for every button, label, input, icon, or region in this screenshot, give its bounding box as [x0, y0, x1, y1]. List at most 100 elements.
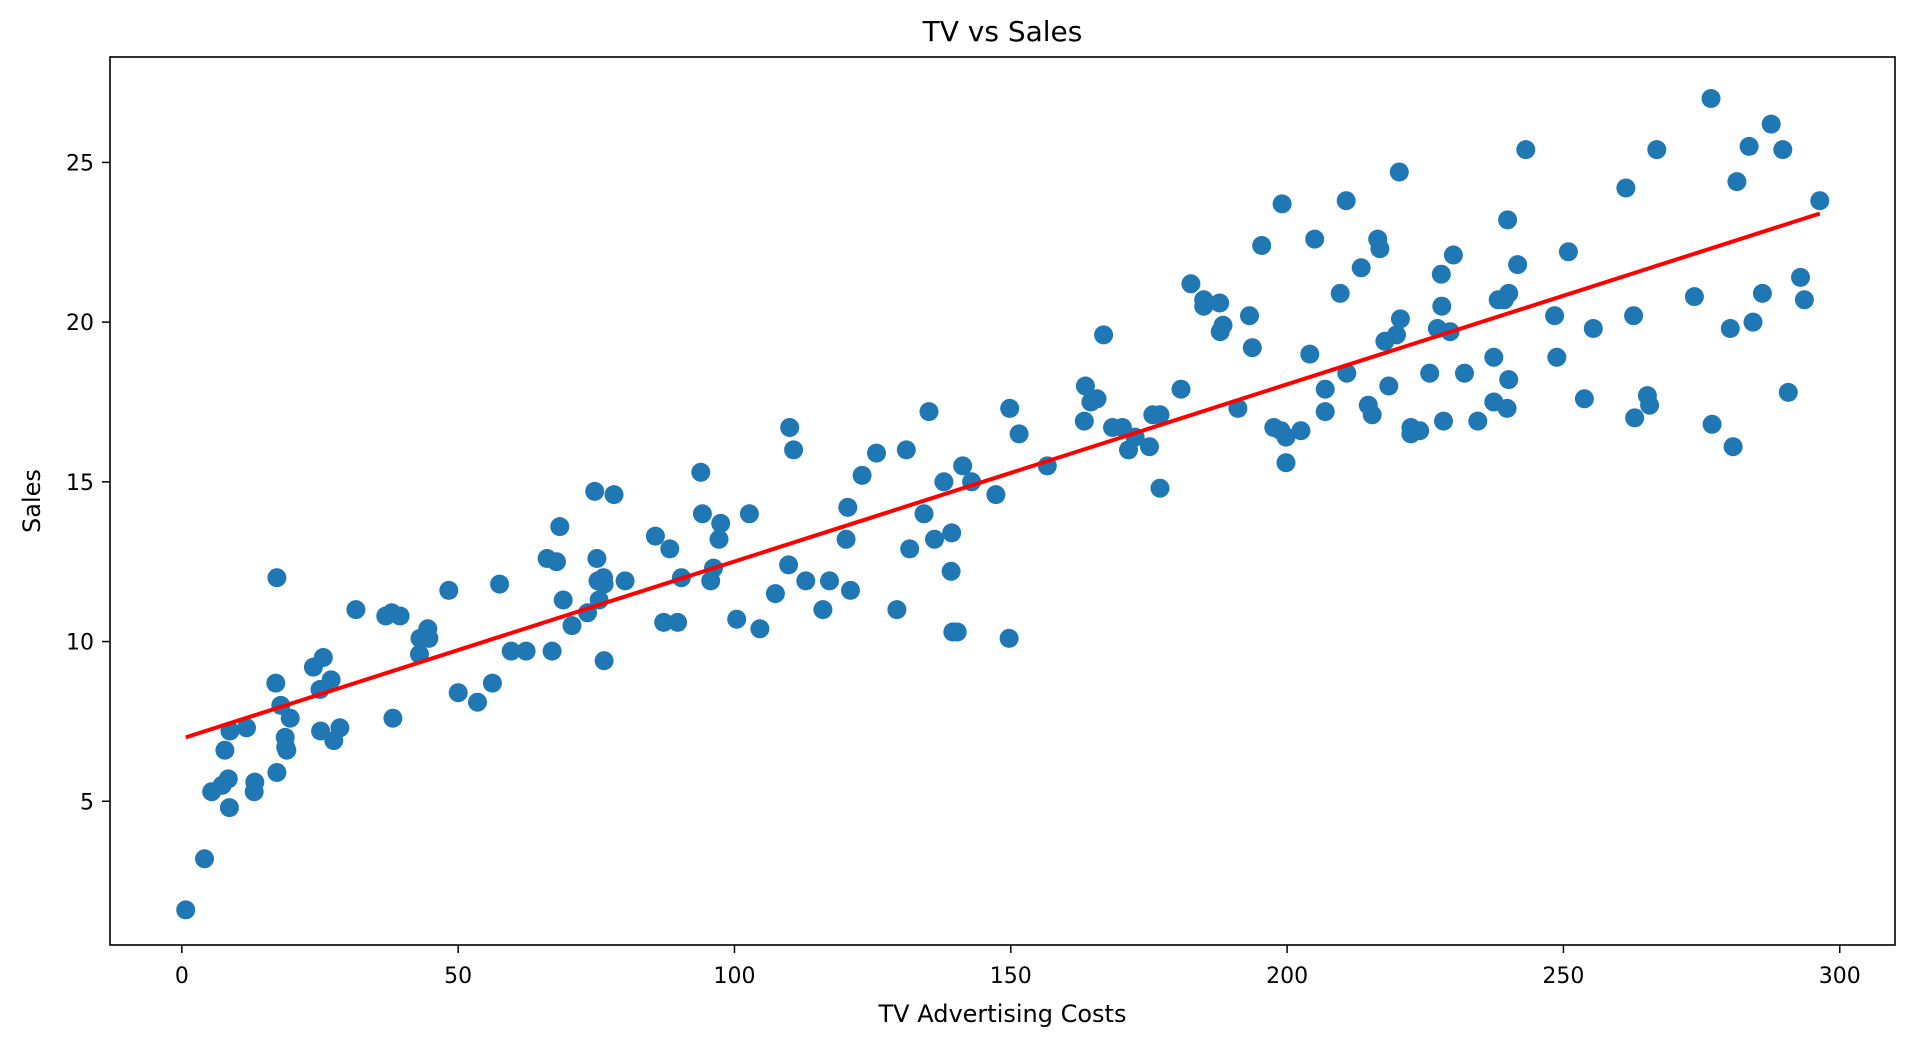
x-tick-label: 250 [1542, 964, 1584, 989]
data-point [1305, 229, 1325, 249]
data-point [1150, 478, 1170, 498]
data-point [390, 606, 410, 626]
data-point [836, 529, 856, 549]
data-point [1743, 312, 1763, 332]
data-point [547, 552, 566, 572]
data-point [594, 574, 614, 594]
data-point [562, 616, 582, 636]
data-point [553, 590, 573, 610]
data-point [1434, 411, 1453, 431]
data-point [1362, 405, 1382, 425]
data-point [1752, 283, 1772, 303]
data-point [1545, 306, 1565, 326]
x-axis-title: TV Advertising Costs [878, 1000, 1127, 1028]
data-point [218, 769, 238, 789]
data-point [838, 497, 858, 517]
data-point [900, 539, 920, 559]
data-point [692, 504, 712, 524]
data-point [1240, 306, 1259, 326]
data-point [1276, 427, 1296, 447]
data-point [587, 549, 607, 568]
data-point [1624, 306, 1644, 326]
data-point [820, 571, 839, 591]
data-point [1315, 379, 1335, 399]
data-point [645, 526, 665, 546]
data-point [330, 718, 350, 738]
data-point [1074, 411, 1094, 431]
data-point [1390, 309, 1410, 329]
data-point [1720, 319, 1740, 338]
data-point [914, 504, 934, 524]
data-point [852, 465, 872, 485]
data-point [1336, 191, 1356, 211]
x-tick-label: 150 [990, 964, 1032, 989]
data-point [750, 619, 770, 639]
data-point [1410, 421, 1430, 441]
data-point [934, 472, 954, 492]
data-point [542, 641, 562, 661]
x-tick-label: 100 [713, 964, 755, 989]
data-point [947, 622, 967, 642]
data-point [1499, 283, 1519, 303]
data-point [1272, 194, 1292, 214]
data-point [1484, 347, 1504, 367]
data-point [1181, 274, 1201, 294]
fit-line-layer [185, 211, 1821, 740]
data-point [311, 721, 331, 741]
data-point [727, 609, 747, 629]
data-point [1558, 242, 1578, 262]
data-point [1213, 315, 1233, 335]
x-tick-label: 200 [1266, 964, 1308, 989]
data-point [1387, 325, 1406, 345]
data-point [1150, 405, 1170, 425]
data-point [1727, 172, 1747, 192]
data-point [1702, 414, 1722, 434]
y-axis: 5 10 15 20 25 [66, 151, 110, 815]
data-point [1468, 411, 1488, 431]
data-point [1701, 89, 1721, 108]
data-point [1291, 421, 1311, 441]
data-point [999, 628, 1019, 648]
x-tick-label: 300 [1819, 964, 1861, 989]
data-point [321, 670, 341, 690]
data-point [585, 481, 605, 501]
data-point [448, 683, 468, 703]
data-point [1075, 376, 1095, 396]
data-point [1640, 395, 1660, 415]
data-point [267, 763, 287, 782]
data-point [1330, 283, 1350, 303]
data-point [1574, 389, 1594, 409]
data-point [195, 849, 214, 869]
data-point [1810, 191, 1830, 211]
data-point [1140, 437, 1159, 457]
data-point [796, 571, 816, 591]
data-point [245, 772, 265, 792]
data-point [711, 513, 731, 533]
data-point [176, 900, 196, 920]
data-point [1455, 363, 1474, 383]
data-point [1773, 140, 1793, 160]
data-point [654, 612, 674, 632]
x-tick-label: 0 [175, 964, 189, 989]
data-point [1094, 325, 1114, 345]
data-point [615, 571, 635, 591]
data-point [986, 485, 1006, 505]
data-point [1300, 344, 1320, 364]
data-point [1516, 140, 1536, 160]
data-point [841, 580, 860, 600]
data-point [1547, 347, 1567, 367]
data-point [439, 580, 459, 600]
y-tick-label: 20 [66, 311, 94, 336]
data-point [813, 600, 833, 620]
data-point [490, 574, 510, 594]
data-point [266, 673, 286, 693]
data-point [1379, 376, 1399, 396]
data-point [346, 600, 366, 620]
y-tick-label: 5 [80, 790, 94, 815]
data-point [1723, 437, 1743, 457]
data-point [501, 641, 521, 661]
data-point [267, 568, 287, 588]
data-point [925, 529, 944, 549]
